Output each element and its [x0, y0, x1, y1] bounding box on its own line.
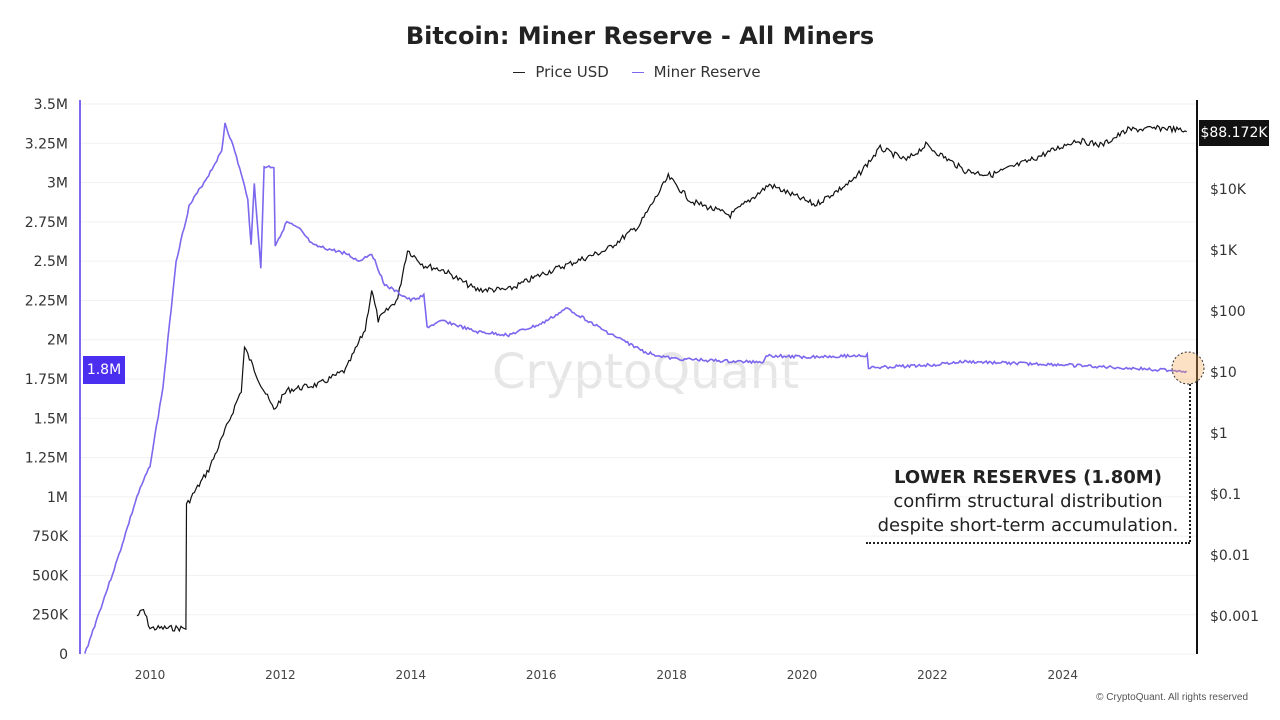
x-tick-label: 2016	[526, 668, 557, 682]
y2-tick-label: $0.01	[1210, 548, 1250, 564]
x-tick-label: 2020	[787, 668, 818, 682]
y2-tick-label: $0.001	[1210, 609, 1259, 625]
y-tick-label: 3.25M	[25, 136, 68, 152]
y-tick-label: 1M	[47, 490, 68, 506]
y2-tick-label: $10	[1210, 365, 1237, 381]
y2-tick-label: $10K	[1210, 182, 1247, 198]
y2-tick-label: $0.1	[1210, 487, 1241, 503]
y2-tick-label: $100	[1210, 304, 1246, 320]
y-tick-label: 3.5M	[34, 97, 68, 113]
y-tick-label: 250K	[32, 608, 69, 624]
annotation-box: LOWER RESERVES (1.80M) confirm structura…	[866, 466, 1190, 544]
y-tick-label: 2M	[47, 333, 68, 349]
x-tick-label: 2012	[265, 668, 296, 682]
legend-price[interactable]: Price USD	[513, 63, 614, 81]
y-tick-label: 3M	[47, 176, 68, 192]
y-tick-label: 750K	[32, 529, 69, 545]
y2-tick-label: $1	[1210, 426, 1228, 442]
reserve-line-icon	[631, 72, 644, 73]
price-series-line	[136, 124, 1187, 633]
y-tick-label: 2.75M	[25, 215, 68, 231]
current-reserve-tag: 1.8M	[83, 356, 125, 384]
x-tick-label: 2014	[396, 668, 427, 682]
legend: Price USD Miner Reserve	[0, 63, 1280, 81]
y2-tick-label: $1K	[1210, 243, 1238, 259]
watermark: CryptoQuant	[492, 344, 800, 400]
annotation-line2: despite short-term accumulation.	[877, 515, 1179, 536]
x-tick-label: 2010	[135, 668, 166, 682]
current-price-tag: $88.172K	[1199, 120, 1269, 146]
annotation-heading: LOWER RESERVES (1.80M)	[894, 467, 1162, 488]
y-tick-label: 1.5M	[34, 411, 68, 427]
legend-reserve[interactable]: Miner Reserve	[631, 63, 767, 81]
y-tick-label: 2.25M	[25, 293, 68, 309]
x-tick-label: 2022	[917, 668, 948, 682]
x-tick-label: 2024	[1048, 668, 1079, 682]
y-tick-label: 1.75M	[25, 372, 68, 388]
y-tick-label: 0	[59, 647, 68, 663]
reserve-series-line	[84, 122, 1188, 654]
highlight-circle	[1171, 351, 1205, 385]
chart-title: Bitcoin: Miner Reserve - All Miners	[405, 22, 875, 50]
y-tick-label: 1.25M	[25, 451, 68, 467]
y-tick-label: 2.5M	[34, 254, 68, 270]
annotation-line1: confirm structural distribution	[893, 491, 1163, 512]
price-line-icon	[513, 72, 526, 73]
x-tick-label: 2018	[656, 668, 687, 682]
y-tick-label: 500K	[32, 568, 69, 584]
copyright: © CryptoQuant. All rights reserved	[1096, 692, 1248, 703]
